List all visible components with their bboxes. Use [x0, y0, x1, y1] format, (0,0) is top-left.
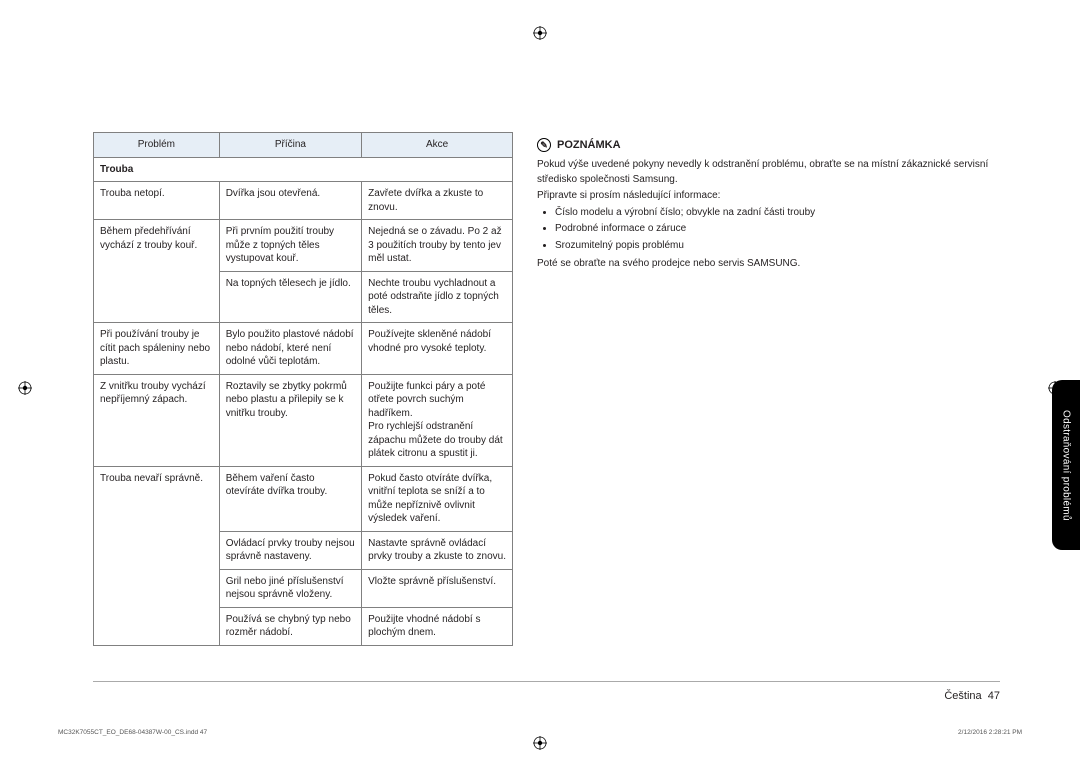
crop-mark-bottom [533, 736, 547, 750]
cell-action: Nastavte správně ovládací prvky trouby a… [362, 531, 513, 569]
cell-problem: Trouba nevaří správně. [94, 466, 220, 645]
section-tab: Odstraňování problémů [1052, 380, 1080, 550]
right-column: ✎ POZNÁMKA Pokud výše uvedené pokyny nev… [537, 132, 1025, 646]
note-bullet: Srozumitelný popis problému [555, 239, 1025, 254]
cell-action: Používejte skleněné nádobí vhodné pro vy… [362, 323, 513, 375]
cell-cause: Dvířka jsou otevřená. [219, 182, 361, 220]
table-section: Trouba [94, 157, 513, 182]
table-row: Při používání trouby je cítit pach spále… [94, 323, 513, 375]
page-footer: Čeština 47 [93, 681, 1000, 702]
cell-cause: Při prvním použití trouby může z topných… [219, 220, 361, 272]
cell-cause: Na topných tělesech je jídlo. [219, 271, 361, 323]
table-row: Trouba nevaří správně.Během vaření často… [94, 466, 513, 531]
note-title: POZNÁMKA [557, 139, 621, 151]
cell-cause: Gril nebo jiné příslušenství nejsou sprá… [219, 569, 361, 607]
section-tab-label: Odstraňování problémů [1061, 410, 1072, 521]
cell-problem: Při používání trouby je cítit pach spále… [94, 323, 220, 375]
note-body: Pokud výše uvedené pokyny nevedly k odst… [537, 158, 1025, 272]
note-icon: ✎ [537, 138, 551, 152]
cell-problem: Během předehřívání vychází z trouby kouř… [94, 220, 220, 323]
th-action: Akce [362, 133, 513, 158]
note-lead: Pokud výše uvedené pokyny nevedly k odst… [537, 158, 1025, 187]
troubleshooting-table: Problém Příčina Akce TroubaTrouba netopí… [93, 132, 513, 646]
cell-cause: Bylo použito plastové nádobí nebo nádobí… [219, 323, 361, 375]
note-bullet: Číslo modelu a výrobní číslo; obvykle na… [555, 206, 1025, 221]
cell-cause: Používá se chybný typ nebo rozměr nádobí… [219, 607, 361, 645]
note-prep: Připravte si prosím následující informac… [537, 189, 1025, 204]
cell-cause: Během vaření často otevíráte dvířka trou… [219, 466, 361, 531]
crop-mark-left [18, 381, 32, 395]
cell-action: Pokud často otvíráte dvířka, vnitřní tep… [362, 466, 513, 531]
cell-action: Použijte vhodné nádobí s plochým dnem. [362, 607, 513, 645]
note-bullet: Podrobné informace o záruce [555, 222, 1025, 237]
print-meta-left: MC32K7055CT_EO_DE68-04387W-00_CS.indd 47 [58, 729, 207, 736]
cell-cause: Ovládací prvky trouby nejsou správně nas… [219, 531, 361, 569]
page-content: Problém Příčina Akce TroubaTrouba netopí… [93, 132, 1025, 716]
cell-action: Vložte správně příslušenství. [362, 569, 513, 607]
cell-problem: Z vnitřku trouby vychází nepříjemný zápa… [94, 374, 220, 466]
th-cause: Příčina [219, 133, 361, 158]
note-header: ✎ POZNÁMKA [537, 138, 1025, 152]
cell-action: Nejedná se o závadu. Po 2 až 3 použitích… [362, 220, 513, 272]
cell-action: Zavřete dvířka a zkuste to znovu. [362, 182, 513, 220]
th-problem: Problém [94, 133, 220, 158]
cell-cause: Roztavily se zbytky pokrmů nebo plastu a… [219, 374, 361, 466]
footer-lang: Čeština [944, 690, 981, 702]
print-meta-right: 2/12/2016 2:28:21 PM [958, 729, 1022, 736]
cell-action: Nechte troubu vychladnout a poté odstraň… [362, 271, 513, 323]
note-bullets: Číslo modelu a výrobní číslo; obvykle na… [539, 206, 1025, 254]
left-column: Problém Příčina Akce TroubaTrouba netopí… [93, 132, 513, 646]
footer-page: 47 [988, 690, 1000, 702]
table-row: Z vnitřku trouby vychází nepříjemný zápa… [94, 374, 513, 466]
cell-problem: Trouba netopí. [94, 182, 220, 220]
table-row: Během předehřívání vychází z trouby kouř… [94, 220, 513, 272]
table-row: Trouba netopí.Dvířka jsou otevřená.Zavře… [94, 182, 513, 220]
cell-action: Použijte funkci páry a poté otřete povrc… [362, 374, 513, 466]
crop-mark-top [533, 26, 547, 40]
note-tail: Poté se obraťte na svého prodejce nebo s… [537, 257, 1025, 272]
